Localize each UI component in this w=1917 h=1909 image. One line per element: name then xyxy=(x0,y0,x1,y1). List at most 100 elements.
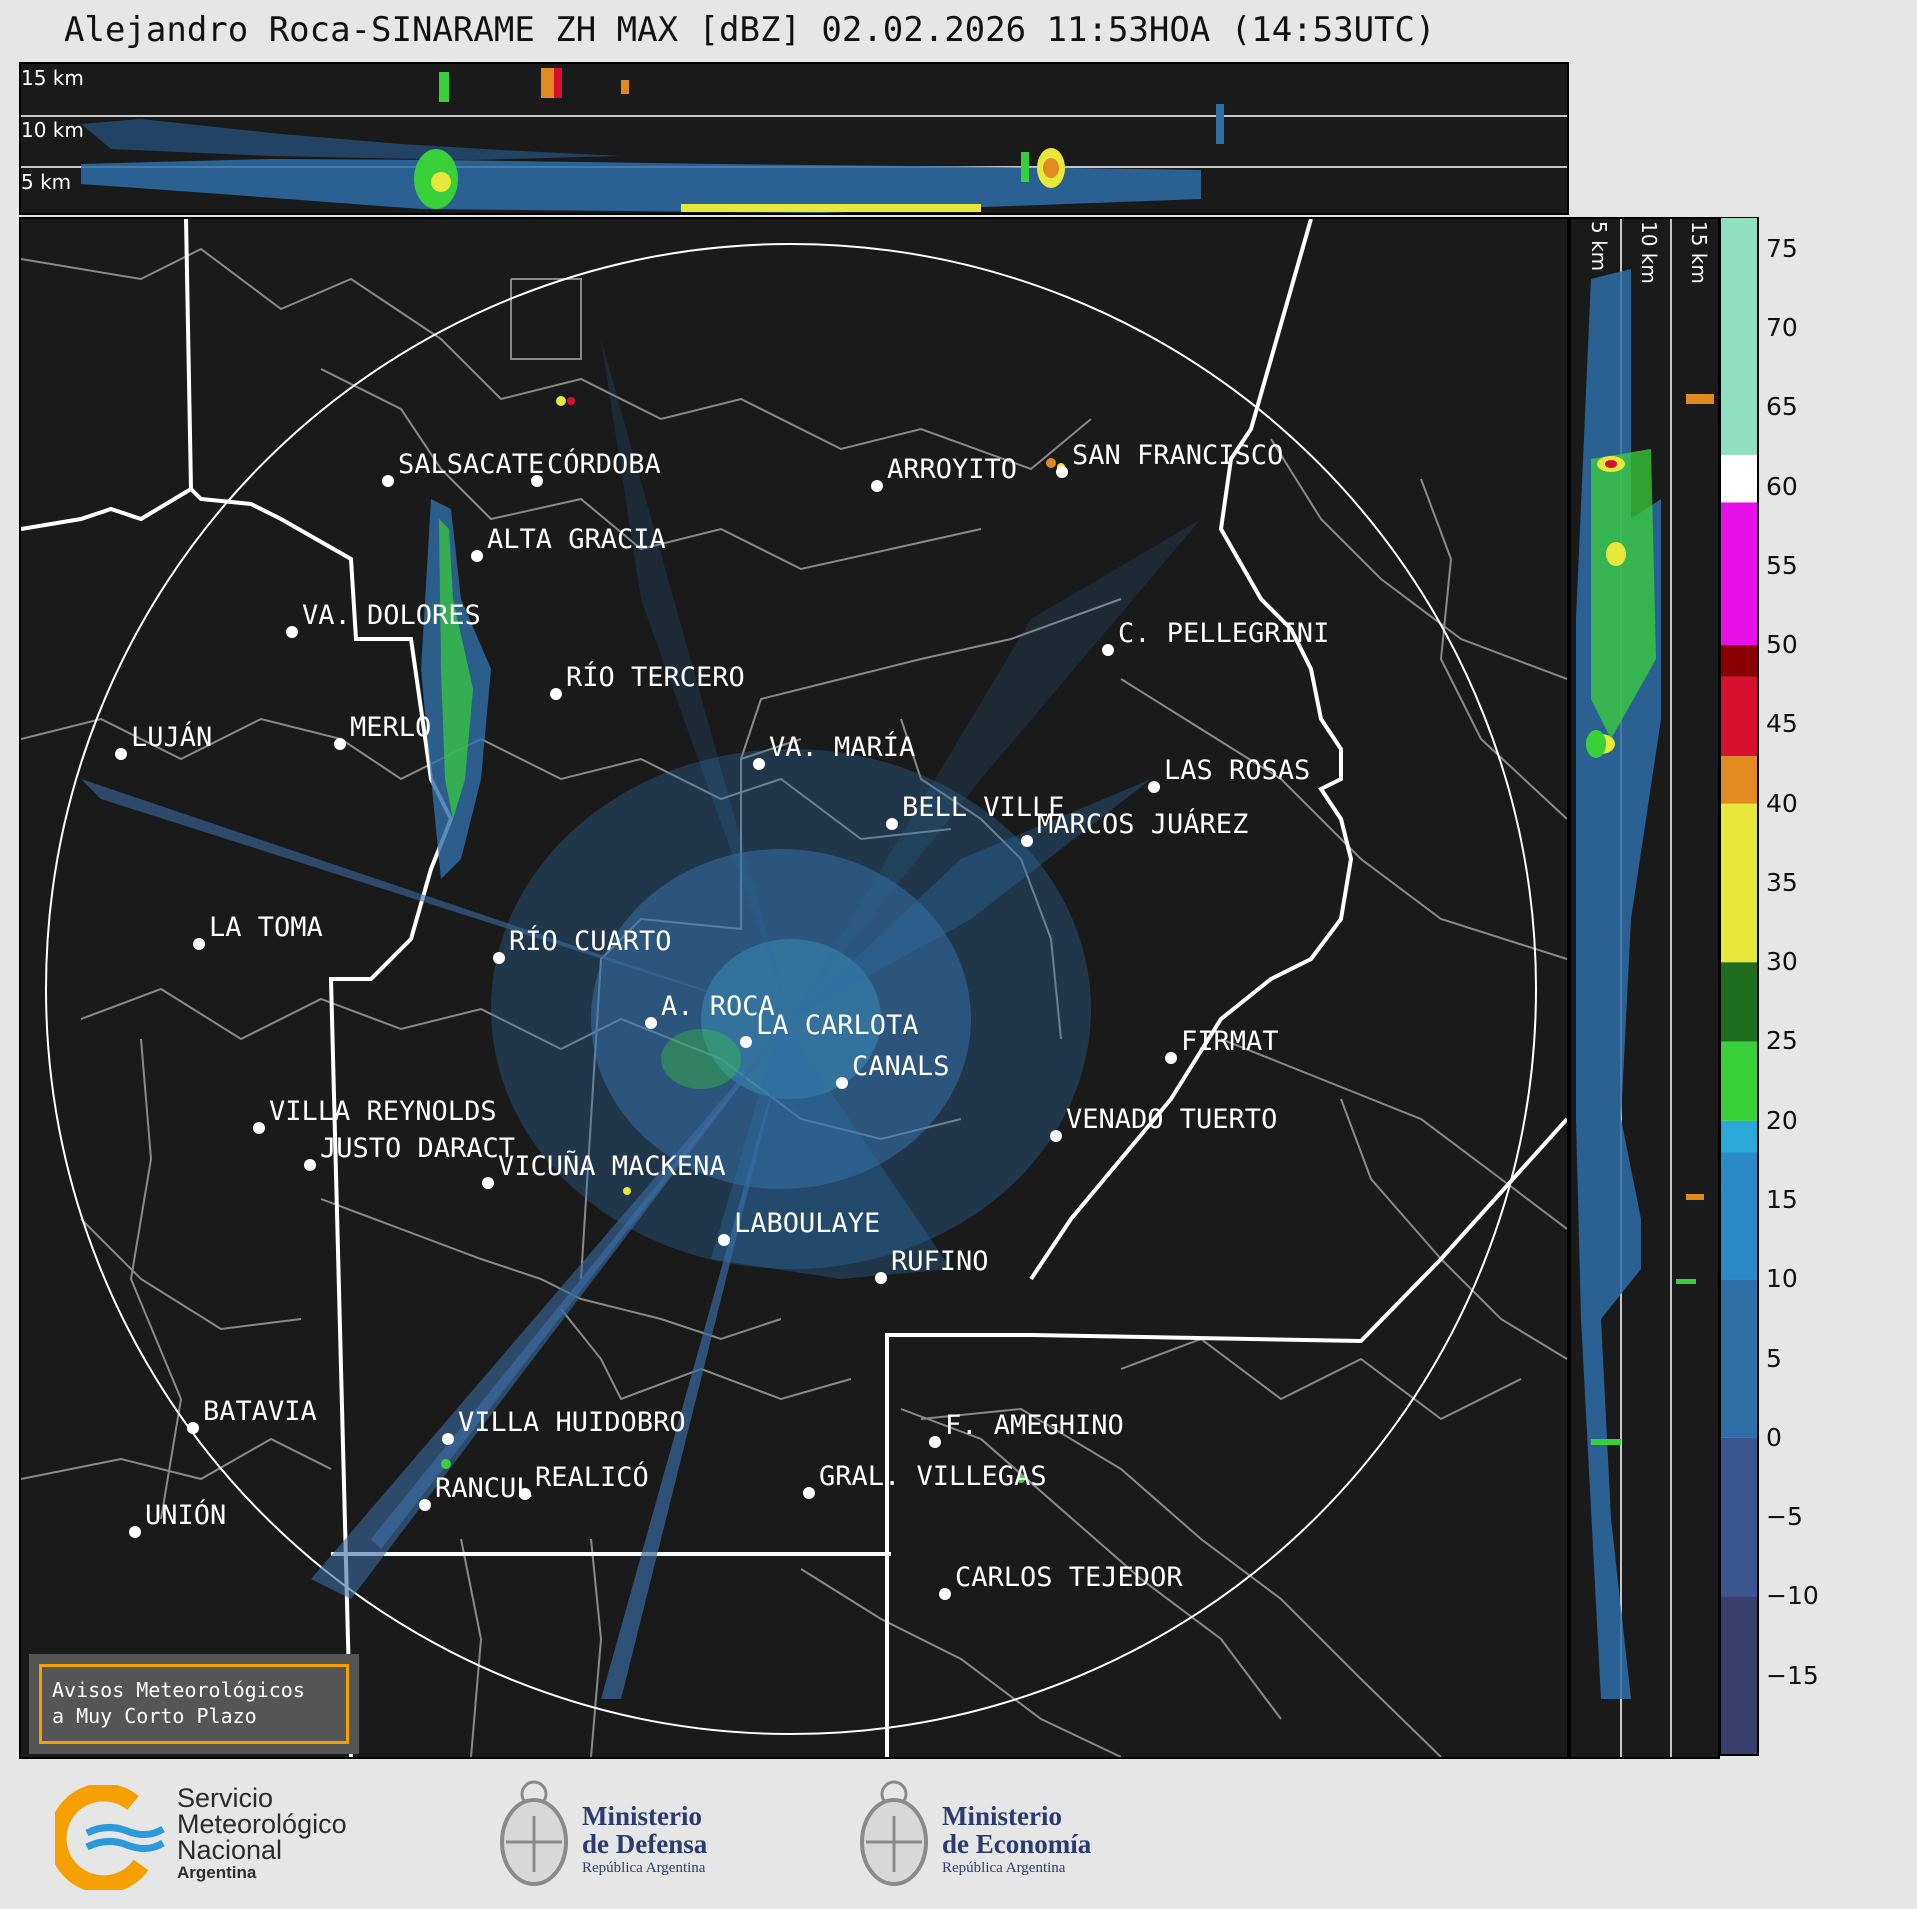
warning-legend-frame: Avisos Meteorológicos a Muy Corto Plazo xyxy=(39,1664,349,1744)
city-dot xyxy=(1148,781,1160,793)
top-alt-label-10: 10 km xyxy=(21,118,84,142)
colorbar-tick-label: 50 xyxy=(1766,630,1798,660)
colorbar-tick-label: 0 xyxy=(1766,1422,1782,1452)
colorbar-tick-label: 30 xyxy=(1766,947,1798,977)
city-dot xyxy=(442,1433,454,1445)
city-dot xyxy=(753,758,765,770)
colorbar-band xyxy=(1720,756,1758,804)
dbz-colorbar-graphic xyxy=(1720,217,1759,1756)
city-label: VA. DOLORES xyxy=(302,600,481,631)
city-dot xyxy=(1165,1052,1177,1064)
smn-logo-line3: Nacional xyxy=(177,1835,283,1865)
city-label: VA. MARÍA xyxy=(769,731,915,763)
city-label: RÍO TERCERO xyxy=(566,661,745,693)
city-dot xyxy=(493,952,505,964)
city-label: VILLA REYNOLDS xyxy=(269,1096,497,1127)
city-label: CÓRDOBA xyxy=(547,448,661,480)
colorbar-band xyxy=(1720,803,1758,963)
top-cross-section-graphic xyxy=(21,68,1567,213)
city-dot xyxy=(740,1036,752,1048)
city-label: VILLA HUIDOBRO xyxy=(458,1407,686,1438)
colorbar-band xyxy=(1720,1437,1758,1597)
colorbar-band xyxy=(1720,1041,1758,1121)
city-dot xyxy=(1050,1130,1062,1142)
city-dot xyxy=(1056,466,1068,478)
colorbar-tick-label: 40 xyxy=(1766,788,1798,818)
city-dot xyxy=(1102,644,1114,656)
colorbar-tick-label: 25 xyxy=(1766,1026,1798,1056)
colorbar-tick-label: 60 xyxy=(1766,471,1798,501)
city-dot xyxy=(803,1487,815,1499)
city-dot xyxy=(129,1526,141,1538)
smn-logo: Servicio Meteorológico Nacional Argentin… xyxy=(55,1785,395,1890)
top-alt-label-5: 5 km xyxy=(21,170,72,194)
city-dot xyxy=(286,626,298,638)
smn-logo-line4: Argentina xyxy=(177,1863,257,1882)
colorbar-tick-label: 75 xyxy=(1766,233,1798,263)
city-label: FIRMAT xyxy=(1181,1026,1279,1057)
city-dot xyxy=(115,748,127,760)
city-label: CANALS xyxy=(852,1051,950,1082)
top-cross-section-panel: 15 km 10 km 5 km xyxy=(19,62,1569,215)
city-label: MARCOS JUÁREZ xyxy=(1037,808,1248,840)
colorbar-tick-label: 5 xyxy=(1766,1343,1782,1373)
city-label: C. PELLEGRINI xyxy=(1118,618,1329,649)
side-alt-label-15: 15 km xyxy=(1687,221,1711,284)
city-label: A. ROCA xyxy=(661,991,775,1022)
city-dot xyxy=(718,1234,730,1246)
city-label: VICUÑA MACKENA xyxy=(498,1150,726,1182)
city-dot xyxy=(471,550,483,562)
colorbar-band xyxy=(1720,454,1758,503)
top-alt-label-15: 15 km xyxy=(21,66,84,90)
warning-legend-line2: a Muy Corto Plazo xyxy=(52,1704,257,1728)
colorbar-tick-label: −15 xyxy=(1766,1660,1819,1690)
city-dot xyxy=(836,1077,848,1089)
side-cross-section-panel: 5 km 10 km 15 km xyxy=(1569,217,1720,1759)
city-dot xyxy=(875,1272,887,1284)
colorbar-band xyxy=(1720,1596,1758,1755)
city-dot xyxy=(519,1488,531,1500)
defensa-logo-line2: de Defensa xyxy=(582,1829,708,1859)
city-label: CARLOS TEJEDOR xyxy=(955,1562,1183,1593)
colorbar-band xyxy=(1720,1279,1758,1438)
city-label: RUFINO xyxy=(891,1246,989,1277)
city-dot xyxy=(304,1159,316,1171)
city-label: LA TOMA xyxy=(209,912,323,943)
city-label: SALSACATE xyxy=(398,449,544,480)
city-dot xyxy=(929,1436,941,1448)
city-dot xyxy=(886,818,898,830)
city-label: LA CARLOTA xyxy=(756,1010,919,1041)
city-dot xyxy=(193,938,205,950)
colorbar-tick-label: 65 xyxy=(1766,392,1798,422)
city-markers: SALSACATE CÓRDOBA ARROYITO SAN FRANCISCO ALT… xyxy=(115,440,1329,1600)
colorbar-tick-label: −10 xyxy=(1766,1581,1819,1611)
city-label: BELL VILLE xyxy=(902,792,1065,823)
city-dot xyxy=(531,475,543,487)
city-label: UNIÓN xyxy=(145,1499,226,1531)
map-title: Alejandro Roca-SINARAME ZH MAX [dBZ] 02.… xyxy=(64,10,1436,50)
city-label: BATAVIA xyxy=(203,1396,317,1427)
city-label: SAN FRANCISCO xyxy=(1072,440,1283,471)
city-dot xyxy=(550,688,562,700)
colorbar-tick-label: 35 xyxy=(1766,867,1798,897)
city-dot xyxy=(334,738,346,750)
city-label: LAS ROSAS xyxy=(1164,755,1310,786)
colorbar-band xyxy=(1720,1120,1758,1153)
colorbar-tick-label: 70 xyxy=(1766,312,1798,342)
city-label: RÍO CUARTO xyxy=(509,925,672,957)
city-label: REALICÓ xyxy=(535,1461,649,1493)
colorbar-tick-label: 45 xyxy=(1766,709,1798,739)
radar-map-panel: SALSACATE CÓRDOBA ARROYITO SAN FRANCISCO ALT… xyxy=(19,217,1569,1759)
side-alt-label-10: 10 km xyxy=(1637,221,1661,284)
defensa-logo: Ministerio de Defensa República Argentin… xyxy=(494,1772,754,1897)
warning-legend-line1: Avisos Meteorológicos xyxy=(52,1678,305,1702)
city-label: RANCUL xyxy=(435,1473,533,1504)
economia-logo: Ministerio de Economía República Argenti… xyxy=(854,1772,1134,1897)
side-cross-section-graphic xyxy=(1576,219,1714,1757)
smn-logo-icon xyxy=(55,1785,165,1890)
colorbar-band xyxy=(1720,217,1758,455)
colorbar-tick-label: 55 xyxy=(1766,550,1798,580)
smn-logo-line1: Servicio xyxy=(177,1783,274,1813)
colorbar-tick-label: 10 xyxy=(1766,1264,1798,1294)
city-dot xyxy=(871,480,883,492)
